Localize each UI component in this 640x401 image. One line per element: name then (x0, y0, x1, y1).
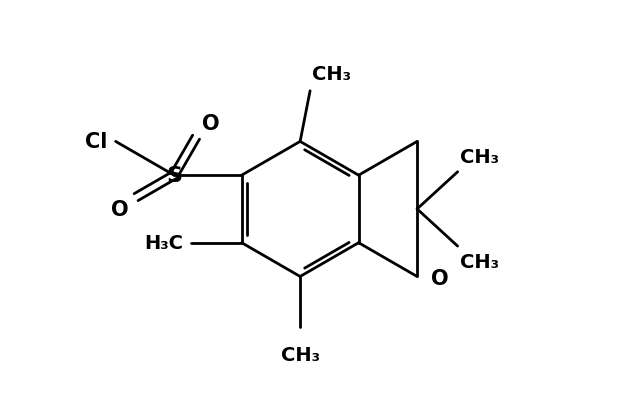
Text: CH₃: CH₃ (460, 148, 499, 166)
Text: CH₃: CH₃ (460, 252, 499, 271)
Text: O: O (431, 269, 449, 289)
Text: S: S (166, 166, 182, 186)
Text: CH₃: CH₃ (312, 65, 351, 83)
Text: O: O (202, 114, 220, 134)
Text: Cl: Cl (85, 132, 108, 152)
Text: H₃C: H₃C (144, 234, 183, 253)
Text: CH₃: CH₃ (280, 345, 319, 364)
Text: O: O (111, 200, 128, 220)
